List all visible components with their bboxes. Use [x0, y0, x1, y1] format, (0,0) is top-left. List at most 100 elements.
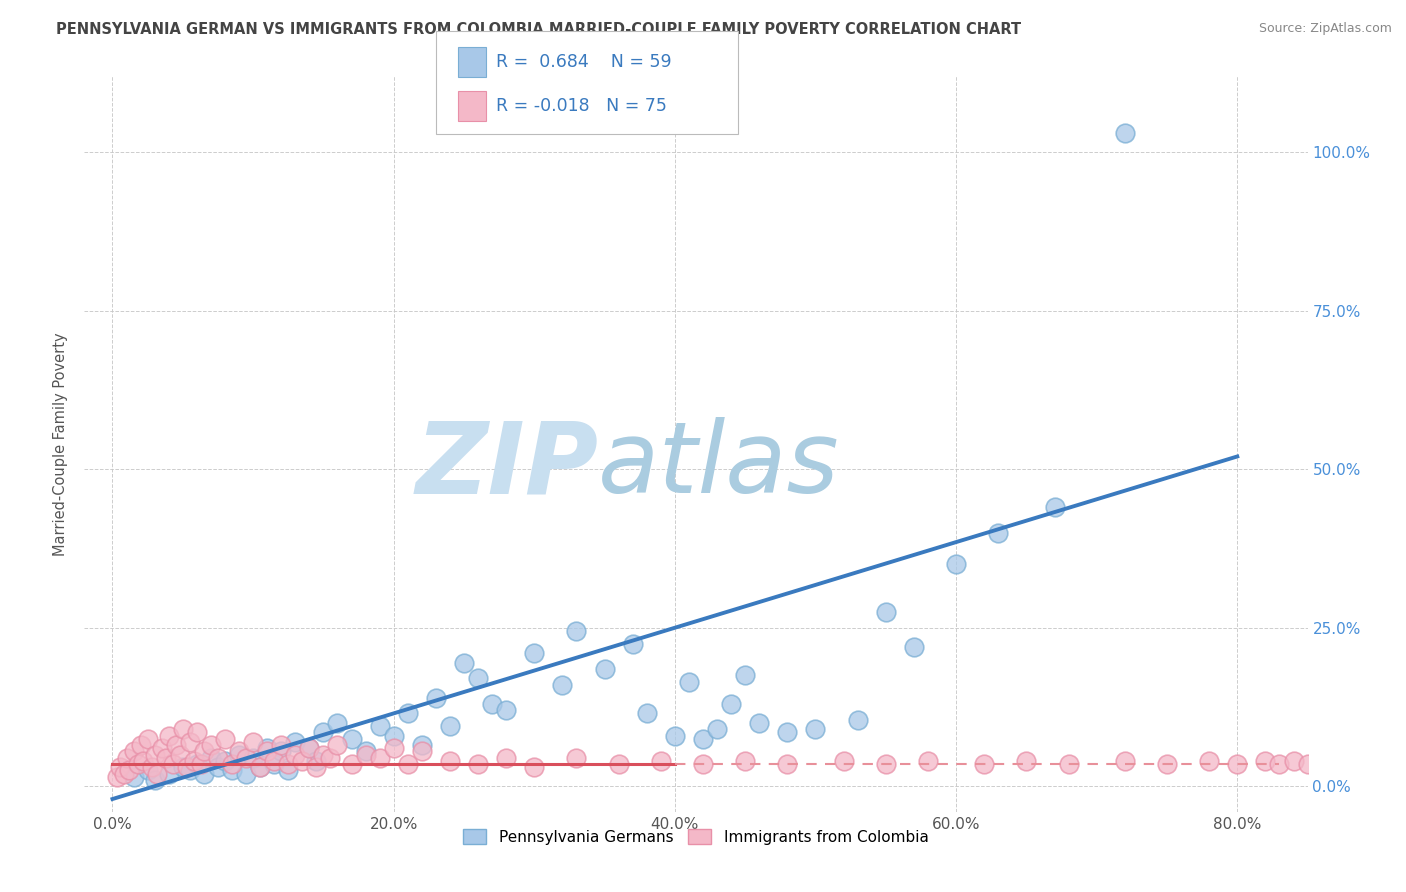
Point	[122, 770, 145, 784]
Point	[734, 754, 756, 768]
Point	[235, 751, 257, 765]
Text: R =  0.684    N = 59: R = 0.684 N = 59	[496, 53, 672, 70]
Point	[319, 751, 342, 765]
Point	[207, 760, 229, 774]
Legend: Pennsylvania Germans, Immigrants from Colombia: Pennsylvania Germans, Immigrants from Co…	[464, 829, 928, 845]
Point	[1226, 757, 1249, 772]
Point	[221, 757, 243, 772]
Point	[748, 715, 770, 730]
Point	[973, 757, 995, 772]
Point	[235, 766, 257, 780]
Point	[1114, 754, 1136, 768]
Point	[650, 754, 672, 768]
Point	[193, 744, 215, 758]
Point	[207, 751, 229, 765]
Text: ZIP: ZIP	[415, 417, 598, 515]
Point	[368, 719, 391, 733]
Text: atlas: atlas	[598, 417, 839, 515]
Point	[179, 735, 201, 749]
Point	[179, 764, 201, 778]
Point	[776, 757, 799, 772]
Point	[214, 731, 236, 746]
Point	[720, 697, 742, 711]
Point	[150, 741, 173, 756]
Point	[129, 738, 152, 752]
Point	[242, 735, 264, 749]
Point	[122, 744, 145, 758]
Point	[467, 672, 489, 686]
Point	[312, 747, 335, 762]
Point	[368, 751, 391, 765]
Point	[903, 640, 925, 654]
Point	[636, 706, 658, 721]
Point	[439, 754, 461, 768]
Point	[621, 637, 644, 651]
Point	[326, 738, 349, 752]
Point	[706, 723, 728, 737]
Point	[846, 713, 869, 727]
Point	[1114, 126, 1136, 140]
Point	[411, 744, 433, 758]
Point	[1282, 754, 1305, 768]
Point	[1296, 757, 1319, 772]
Point	[256, 744, 278, 758]
Point	[495, 703, 517, 717]
Point	[228, 747, 250, 762]
Point	[382, 729, 405, 743]
Point	[354, 744, 377, 758]
Point	[115, 751, 138, 765]
Point	[157, 729, 180, 743]
Point	[1268, 757, 1291, 772]
Point	[256, 741, 278, 756]
Point	[305, 760, 328, 774]
Point	[112, 766, 135, 780]
Point	[396, 706, 419, 721]
Point	[551, 678, 574, 692]
Y-axis label: Married-Couple Family Poverty: Married-Couple Family Poverty	[53, 332, 69, 556]
Point	[607, 757, 630, 772]
Point	[692, 757, 714, 772]
Point	[453, 656, 475, 670]
Point	[917, 754, 939, 768]
Point	[141, 760, 163, 774]
Point	[565, 624, 588, 638]
Point	[143, 772, 166, 787]
Point	[146, 766, 169, 780]
Point	[263, 757, 285, 772]
Point	[108, 760, 131, 774]
Point	[242, 751, 264, 765]
Point	[987, 525, 1010, 540]
Point	[565, 751, 588, 765]
Point	[495, 751, 517, 765]
Point	[132, 754, 155, 768]
Point	[136, 764, 159, 778]
Point	[186, 725, 208, 739]
Point	[172, 723, 194, 737]
Point	[162, 757, 184, 772]
Point	[804, 723, 827, 737]
Point	[1015, 754, 1038, 768]
Point	[312, 725, 335, 739]
Point	[1254, 754, 1277, 768]
Point	[411, 738, 433, 752]
Point	[127, 757, 149, 772]
Point	[678, 674, 700, 689]
Point	[277, 764, 299, 778]
Point	[298, 741, 321, 756]
Point	[118, 764, 141, 778]
Point	[172, 760, 194, 774]
Point	[425, 690, 447, 705]
Point	[340, 757, 363, 772]
Point	[945, 558, 967, 572]
Point	[270, 738, 292, 752]
Point	[593, 662, 616, 676]
Text: Source: ZipAtlas.com: Source: ZipAtlas.com	[1258, 22, 1392, 36]
Point	[263, 754, 285, 768]
Point	[1156, 757, 1178, 772]
Point	[382, 741, 405, 756]
Point	[155, 751, 177, 765]
Point	[200, 751, 222, 765]
Point	[157, 766, 180, 780]
Point	[284, 735, 307, 749]
Point	[832, 754, 855, 768]
